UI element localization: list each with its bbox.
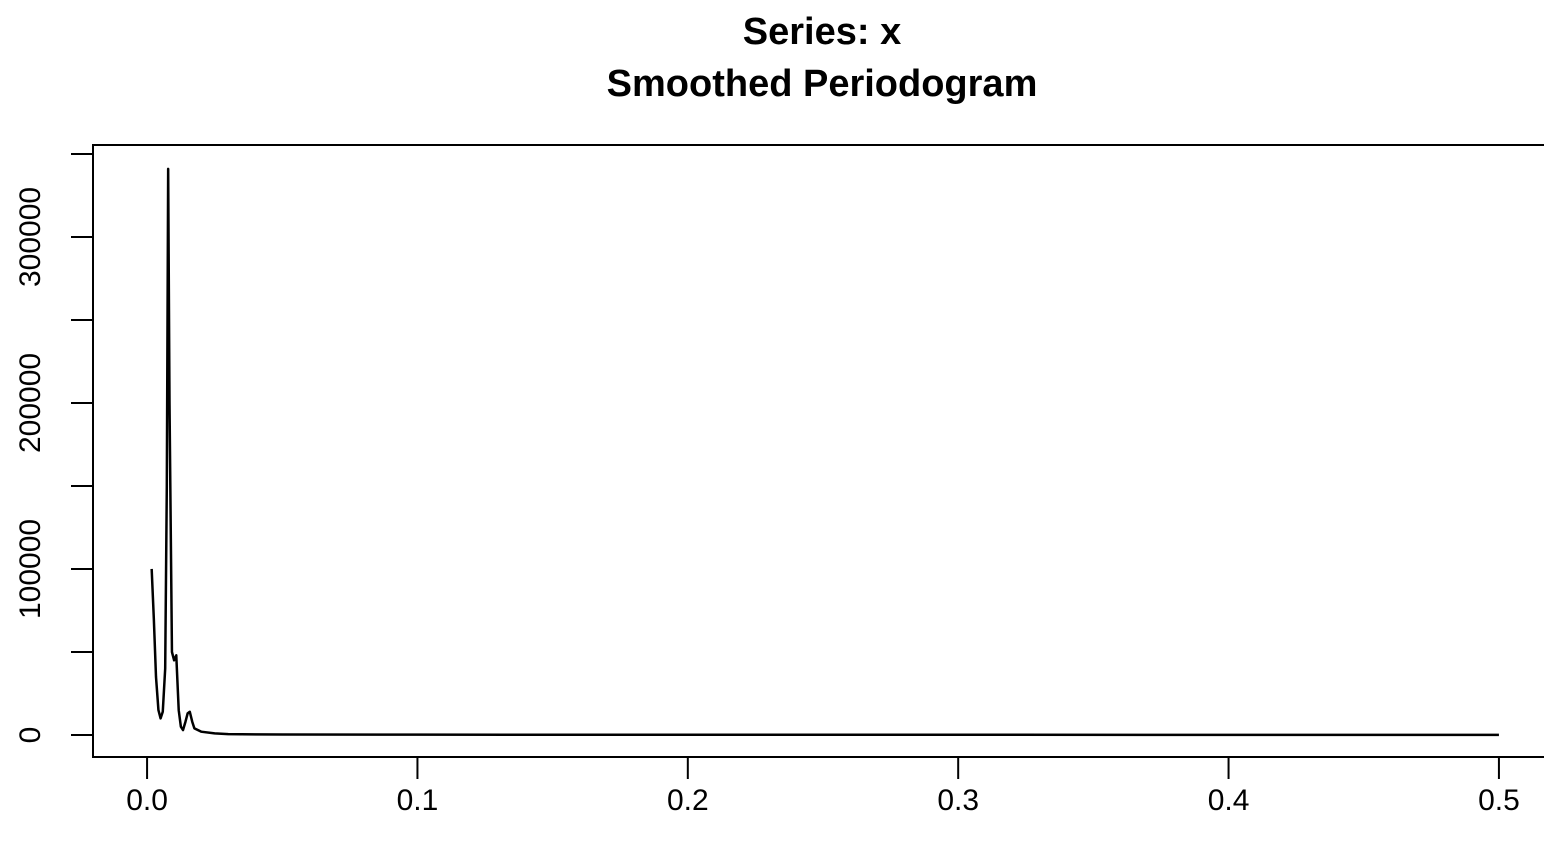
y-tick-label: 300000 (14, 187, 47, 287)
y-tick-label: 0 (14, 727, 47, 744)
x-tick-label: 0.2 (667, 784, 709, 817)
chart-subtitle: Smoothed Periodogram (607, 63, 1038, 105)
y-tick-label: 200000 (14, 353, 47, 453)
series-line (150, 167, 1499, 737)
chart-title: Series: x (743, 11, 901, 53)
plot-frame (92, 144, 1544, 758)
x-tick-label: 0.4 (1208, 784, 1250, 817)
x-tick-label: 0.3 (937, 784, 979, 817)
x-tick-label: 0.0 (126, 784, 168, 817)
x-tick-label: 0.1 (397, 784, 439, 817)
x-tick-label: 0.5 (1478, 784, 1520, 817)
y-tick-label: 100000 (14, 519, 47, 619)
